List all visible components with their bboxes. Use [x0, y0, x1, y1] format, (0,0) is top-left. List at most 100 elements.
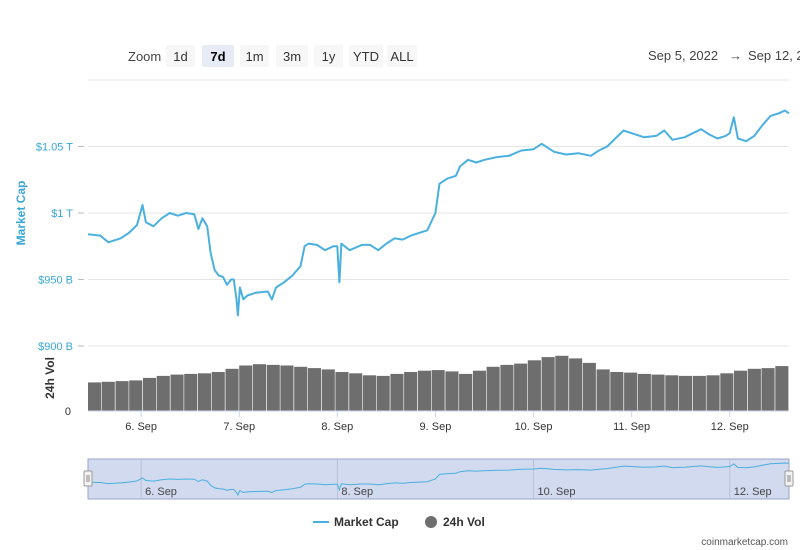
volume-bar [88, 382, 102, 411]
volume-bar [390, 373, 404, 411]
navigator[interactable]: 6. Sep 8. Sep 10. Sep 12. Sep [83, 458, 794, 500]
zoom-button-1d[interactable]: 1d [166, 45, 195, 67]
zoom-button-7d[interactable]: 7d [202, 45, 234, 67]
volume-y-axis: 0 [65, 406, 71, 418]
volume-bar [307, 368, 321, 411]
volume-bar [349, 373, 363, 411]
volume-bar [500, 364, 514, 411]
volume-bar [321, 369, 335, 411]
y-tick-label: $950 B [38, 275, 73, 287]
zoom-button-label: 1y [322, 49, 336, 64]
volume-bar [747, 368, 761, 412]
x-tick-label: 8. Sep [321, 421, 353, 433]
y-tick-label: 0 [65, 406, 71, 418]
legend-label: 24h Vol [443, 515, 485, 529]
volume-bar [459, 373, 473, 411]
legend-item-market-cap[interactable]: Market Cap [313, 515, 399, 529]
volume-bar [170, 374, 184, 411]
zoom-button-1m[interactable]: 1m [240, 45, 269, 67]
volume-bar [527, 360, 541, 411]
volume-bar [280, 365, 294, 411]
zoom-button-label: 7d [210, 49, 225, 64]
arrow-right-icon: → [729, 48, 742, 63]
zoom-button-ytd[interactable]: YTD [349, 45, 383, 67]
zoom-button-label: 1m [245, 49, 263, 64]
date-range-to[interactable]: Sep 12, 2022 [748, 48, 800, 63]
market-cap-grid [88, 79, 789, 347]
x-tick-label: 9. Sep [420, 421, 452, 433]
navigator-tick-label: 6. Sep [145, 486, 177, 498]
volume-bar [211, 372, 225, 411]
volume-bar [624, 372, 638, 411]
y-tick-label: $900 B [38, 341, 73, 353]
zoom-button-label: 3m [283, 49, 301, 64]
navigator-series-line [87, 462, 790, 497]
volume-bar [665, 375, 679, 412]
zoom-button-all[interactable]: ALL [387, 45, 417, 67]
volume-bar [651, 374, 665, 411]
date-range: Sep 5, 2022 → Sep 12, 2022 [648, 48, 800, 63]
volume-bar [252, 364, 266, 411]
navigator-handle-right[interactable] [784, 470, 794, 487]
volume-bar [225, 368, 239, 412]
volume-bar [335, 372, 349, 411]
x-tick-label: 6. Sep [125, 421, 157, 433]
volume-bar [775, 366, 789, 411]
x-tick-label: 12. Sep [711, 421, 749, 433]
x-tick-label: 7. Sep [223, 421, 255, 433]
volume-bar [720, 373, 734, 411]
volume-bar [198, 373, 212, 411]
volume-bar [761, 368, 775, 411]
volume-bar [596, 369, 610, 411]
volume-bar [115, 381, 129, 411]
volume-bar [472, 370, 486, 411]
zoom-button-label: 1d [173, 49, 187, 64]
navigator-tick-label: 8. Sep [341, 486, 373, 498]
navigator-tick-label: 10. Sep [538, 486, 576, 498]
volume-bar [734, 370, 748, 411]
volume-bar [294, 366, 308, 411]
volume-bar [569, 358, 583, 412]
market-cap-axis-label: Market Cap [14, 181, 28, 246]
volume-bar [266, 364, 280, 411]
volume-bar [362, 375, 376, 412]
zoom-label: Zoom [128, 49, 161, 64]
legend: Market Cap 24h Vol [313, 515, 485, 529]
navigator-selection[interactable] [87, 458, 790, 500]
market-cap-y-axis: $900 B $950 B $1 T $1.05 T [36, 142, 84, 353]
zoom-toolbar: Zoom 1d 7d 1m 3m 1y YTD ALL [128, 45, 417, 67]
volume-axis-label: 24h Vol [43, 357, 57, 399]
market-cap-line [87, 109, 790, 317]
volume-bar [239, 365, 253, 411]
volume-bar [706, 375, 720, 412]
volume-series [88, 355, 789, 412]
zoom-button-1y[interactable]: 1y [314, 45, 343, 67]
market-cap-series [87, 109, 790, 317]
volume-bar [610, 372, 624, 411]
y-tick-label: $1.05 T [36, 142, 73, 154]
volume-bar [184, 373, 198, 411]
volume-bar [404, 372, 418, 411]
volume-bar [417, 370, 431, 411]
navigator-handle-left[interactable] [83, 470, 93, 487]
volume-bar [541, 357, 555, 411]
zoom-button-label: ALL [390, 49, 413, 64]
volume-bar [486, 366, 500, 411]
volume-bar [679, 375, 693, 411]
y-tick-label: $1 T [51, 208, 73, 220]
volume-bar [156, 375, 170, 411]
volume-bar [637, 373, 651, 411]
volume-bar [376, 375, 390, 411]
legend-item-24h-vol[interactable]: 24h Vol [425, 515, 485, 529]
volume-bar [431, 370, 445, 412]
x-axis: 6. Sep 7. Sep 8. Sep 9. Sep 10. Sep 11. Sep 12… [88, 410, 789, 433]
zoom-button-3m[interactable]: 3m [276, 45, 308, 67]
date-range-from[interactable]: Sep 5, 2022 [648, 48, 718, 63]
volume-bar [555, 355, 569, 412]
navigator-tick-label: 12. Sep [734, 486, 772, 498]
volume-bar [582, 362, 596, 411]
volume-bar [445, 371, 459, 411]
credit-link[interactable]: coinmarketcap.com [701, 537, 788, 548]
volume-bar [101, 381, 115, 412]
